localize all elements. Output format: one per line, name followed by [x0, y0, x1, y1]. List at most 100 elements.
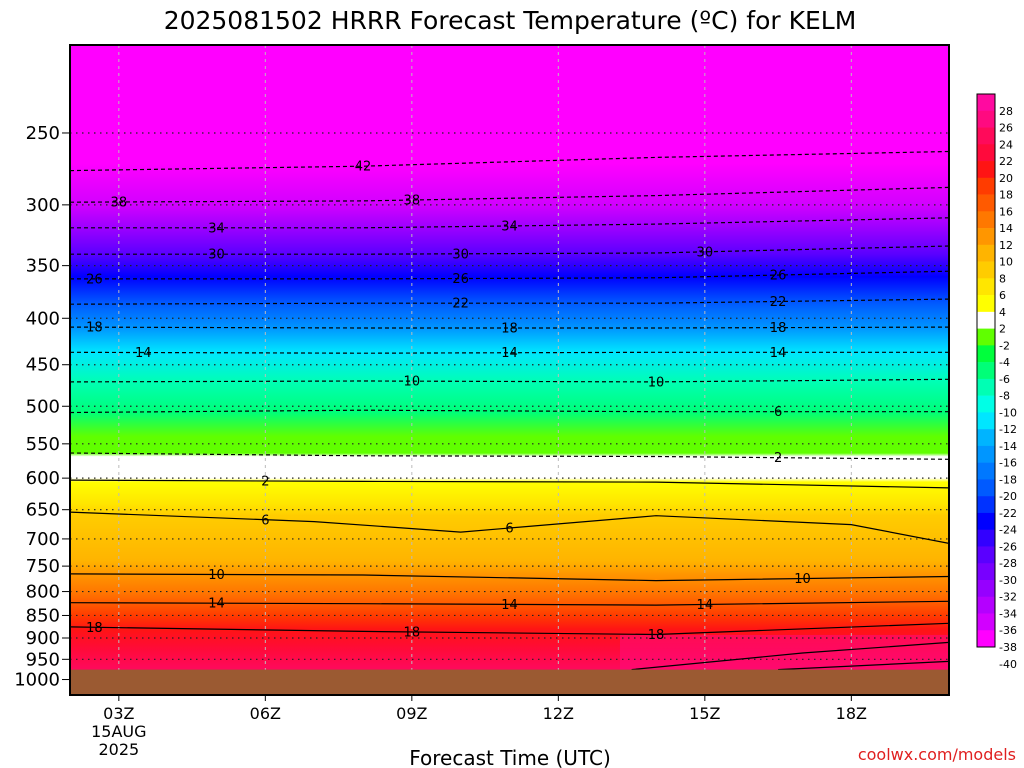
chart-title: 2025081502 HRRR Forecast Temperature (ºC…	[164, 6, 857, 35]
isotherm-label: 18	[648, 628, 665, 643]
colorbar-swatch	[977, 479, 995, 497]
x-tick-label: 03Z	[103, 704, 134, 723]
y-tick-label: 800	[26, 582, 60, 603]
colorbar-swatch	[977, 546, 995, 564]
colorbar-label: -20	[999, 490, 1017, 503]
colorbar-swatch	[977, 244, 995, 262]
colorbar-label: 22	[999, 155, 1013, 168]
y-tick-label: 450	[26, 355, 60, 376]
isotherm-label: 14	[501, 598, 518, 613]
colorbar-label: -34	[999, 608, 1017, 621]
isotherm-label: 14	[697, 598, 714, 613]
y-tick-label: 250	[26, 123, 60, 144]
credit-text: coolwx.com/models	[858, 745, 1016, 764]
x-tick-date: 15AUG	[91, 722, 146, 741]
isotherm-label: 10	[794, 572, 811, 587]
x-tick-label: 12Z	[543, 704, 574, 723]
isotherm-line	[70, 600, 949, 606]
isotherm-line	[631, 641, 949, 671]
colorbar-swatch	[977, 261, 995, 279]
colorbar-label: -22	[999, 507, 1017, 520]
ground	[70, 669, 949, 695]
y-tick-label: 850	[26, 605, 60, 626]
colorbar: 28 26 24 22 20 18 16 14 12 10 8 6 4 2 -2 -4 -6 -8 -10 -12 -1…	[976, 93, 1017, 671]
isotherm-label: 18	[501, 322, 518, 337]
colorbar-label: -28	[999, 557, 1017, 570]
temperature-fill	[70, 45, 949, 695]
colorbar-label: 8	[999, 272, 1006, 285]
isotherm-label: 10	[404, 375, 421, 390]
isotherm-label: 38	[111, 196, 128, 211]
colorbar-label: -40	[999, 658, 1017, 671]
colorbar-swatch	[977, 378, 995, 396]
y-axis: 2503003504004505005506006507007508008509…	[14, 123, 70, 691]
isotherm-label: 42	[355, 160, 372, 175]
colorbar-swatch	[977, 211, 995, 229]
colorbar-label: -14	[999, 440, 1017, 453]
y-tick-label: 900	[26, 628, 60, 649]
isotherm-label: 10	[648, 375, 665, 390]
colorbar-swatch	[977, 278, 995, 296]
colorbar-swatch	[977, 496, 995, 514]
isotherm-label: 14	[501, 346, 518, 361]
colorbar-label: 2	[999, 323, 1006, 336]
colorbar-swatch	[977, 596, 995, 614]
colorbar-label: 12	[999, 239, 1013, 252]
colorbar-label: -38	[999, 641, 1017, 654]
colorbar-swatch	[977, 127, 995, 145]
isotherm-line	[70, 622, 949, 636]
colorbar-label: -30	[999, 574, 1017, 587]
colorbar-frame	[976, 93, 996, 648]
colorbar-label: -36	[999, 624, 1017, 637]
isotherm-line	[778, 660, 949, 671]
y-tick-label: 400	[26, 308, 60, 329]
colorbar-label: -4	[999, 356, 1010, 369]
isotherm-label: 6	[505, 522, 513, 537]
colorbar-label: -12	[999, 423, 1017, 436]
x-tick-label: 18Z	[836, 704, 867, 723]
colorbar-swatch	[977, 512, 995, 530]
colorbar-label: -10	[999, 406, 1017, 419]
colorbar-label: -8	[999, 390, 1010, 403]
isotherm-label: 34	[208, 221, 225, 236]
isotherm-lines	[70, 150, 949, 671]
y-tick-label: 300	[26, 195, 60, 216]
colorbar-swatch	[977, 110, 995, 128]
y-tick-label: 500	[26, 396, 60, 417]
colorbar-swatch	[977, 445, 995, 463]
colorbar-swatch	[977, 161, 995, 179]
isotherm-label: 18	[86, 321, 103, 336]
colorbar-swatch	[977, 94, 995, 112]
colorbar-swatch	[977, 429, 995, 447]
colorbar-label: -32	[999, 591, 1017, 604]
isotherm-label: 14	[208, 597, 225, 612]
colorbar-swatch	[977, 345, 995, 363]
colorbar-swatch	[977, 563, 995, 581]
colorbar-label: 20	[999, 172, 1013, 185]
grid-lines	[70, 45, 949, 695]
colorbar-swatch	[977, 177, 995, 195]
colorbar-swatch	[977, 630, 995, 648]
isotherm-label: 22	[452, 297, 469, 312]
colorbar-swatch	[977, 395, 995, 413]
isotherm-label: 26	[452, 272, 469, 287]
isotherm-line	[70, 511, 949, 544]
y-tick-label: 700	[26, 529, 60, 550]
x-tick-label: 06Z	[250, 704, 281, 723]
colorbar-swatch	[977, 613, 995, 631]
isotherm-label: 6	[261, 513, 269, 528]
isotherm-line	[70, 573, 949, 582]
colorbar-swatch	[977, 144, 995, 162]
y-tick-label: 600	[26, 468, 60, 489]
x-axis-label: Forecast Time (UTC)	[409, 746, 611, 768]
colorbar-swatch	[977, 311, 995, 329]
pink-warm-patch	[620, 635, 949, 670]
isotherm-label: 6	[774, 405, 782, 420]
colorbar-swatch	[977, 295, 995, 313]
colorbar-label: 10	[999, 256, 1013, 269]
colorbar-label: 28	[999, 105, 1013, 118]
y-tick-label: 750	[26, 556, 60, 577]
isotherm-label: 18	[404, 625, 421, 640]
colorbar-label: -6	[999, 373, 1010, 386]
